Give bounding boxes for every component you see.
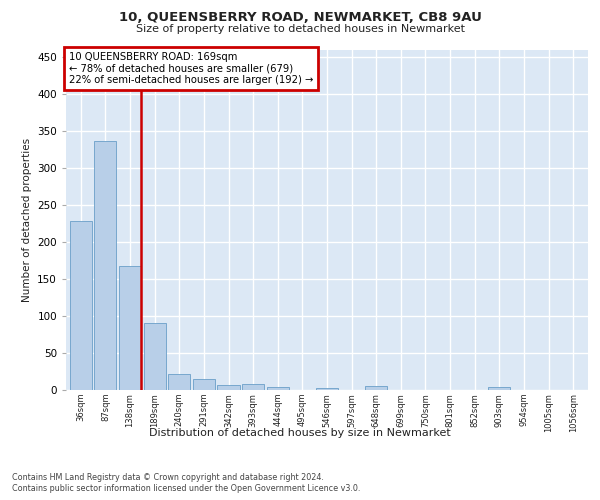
Bar [316, 388, 338, 390]
Bar [488, 387, 511, 390]
Bar [266, 387, 289, 390]
Text: Contains public sector information licensed under the Open Government Licence v3: Contains public sector information licen… [12, 484, 361, 493]
Text: 10 QUEENSBERRY ROAD: 169sqm
← 78% of detached houses are smaller (679)
22% of se: 10 QUEENSBERRY ROAD: 169sqm ← 78% of det… [68, 52, 313, 85]
Bar [94, 141, 116, 390]
Text: Size of property relative to detached houses in Newmarket: Size of property relative to detached ho… [136, 24, 464, 34]
Bar [217, 385, 239, 390]
Bar [168, 374, 190, 390]
Bar [119, 266, 141, 390]
Bar [365, 386, 388, 390]
Bar [143, 322, 166, 390]
Y-axis label: Number of detached properties: Number of detached properties [22, 138, 32, 302]
Bar [242, 384, 264, 390]
Bar [193, 379, 215, 390]
Bar [70, 222, 92, 390]
Text: Distribution of detached houses by size in Newmarket: Distribution of detached houses by size … [149, 428, 451, 438]
Text: Contains HM Land Registry data © Crown copyright and database right 2024.: Contains HM Land Registry data © Crown c… [12, 472, 324, 482]
Text: 10, QUEENSBERRY ROAD, NEWMARKET, CB8 9AU: 10, QUEENSBERRY ROAD, NEWMARKET, CB8 9AU [119, 11, 481, 24]
